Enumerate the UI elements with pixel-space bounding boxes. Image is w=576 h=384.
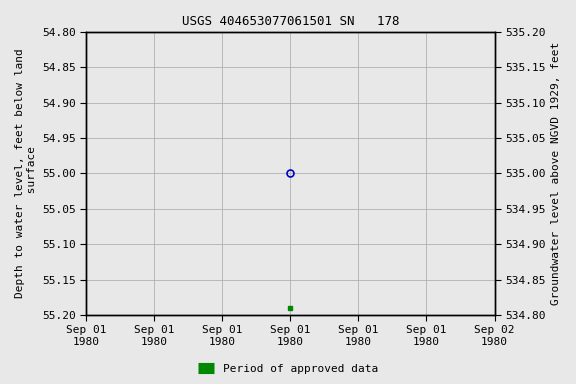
- Y-axis label: Depth to water level, feet below land
 surface: Depth to water level, feet below land su…: [15, 48, 37, 298]
- Legend: Period of approved data: Period of approved data: [193, 359, 383, 379]
- Y-axis label: Groundwater level above NGVD 1929, feet: Groundwater level above NGVD 1929, feet: [551, 42, 561, 305]
- Title: USGS 404653077061501 SN   178: USGS 404653077061501 SN 178: [181, 15, 399, 28]
